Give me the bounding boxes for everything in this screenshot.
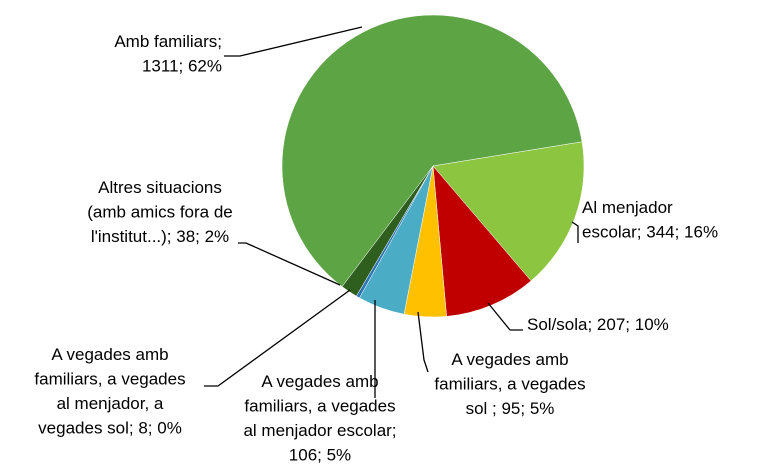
pie-slice: [341, 165, 434, 297]
data-label: A vegades amb familiars, a vegades sol ; 9…: [434, 350, 585, 418]
leader-line: [238, 242, 341, 286]
data-label-line: (amb amics fora de: [87, 203, 233, 222]
data-label-line: escolar; 344; 16%: [582, 223, 718, 242]
data-label-line: al menjador, a: [57, 394, 164, 413]
data-label-line: A vegades amb: [51, 345, 168, 364]
data-label-line: al menjador escolar;: [243, 421, 396, 440]
leader-line: [224, 26, 363, 57]
data-label-line: Amb familiars;: [114, 32, 222, 51]
data-label-line: A vegades amb: [261, 372, 378, 391]
data-label-line: Sol/sola; 207; 10%: [527, 315, 669, 334]
leader-line: [487, 302, 523, 331]
data-label-line: Altres situacions: [98, 178, 222, 197]
data-label-line: sol ; 95; 5%: [466, 399, 555, 418]
data-label-line: l'institut...); 38; 2%: [91, 227, 229, 246]
data-label-line: 106; 5%: [289, 446, 351, 465]
data-label: Sol/sola; 207; 10%: [527, 315, 669, 334]
data-label-line: familiars, a vegades: [434, 375, 585, 394]
pie-slice: [432, 141, 585, 282]
data-label: A vegades amb familiars, a vegades al menj…: [34, 345, 185, 438]
data-label-line: A vegades amb: [451, 350, 568, 369]
data-label-line: vegades sol; 8; 0%: [38, 419, 182, 438]
data-label: Altres situacions (amb amics fora de l'ins…: [87, 178, 233, 246]
data-label: Amb familiars; 1311; 62%: [114, 32, 222, 76]
data-label: Al menjador escolar; 344; 16%: [582, 198, 718, 242]
leader-line: [204, 289, 351, 387]
pie-slice: [281, 14, 583, 287]
data-label-line: Al menjador: [582, 198, 673, 217]
pie-slice: [432, 165, 532, 317]
data-label: A vegades amb familiars, a vegades al menj…: [243, 372, 396, 465]
leader-line: [417, 311, 429, 373]
data-label-line: 1311; 62%: [142, 57, 222, 76]
leader-line: [571, 221, 579, 243]
data-label-line: familiars, a vegades: [34, 370, 185, 389]
data-label-line: familiars, a vegades: [244, 397, 395, 416]
